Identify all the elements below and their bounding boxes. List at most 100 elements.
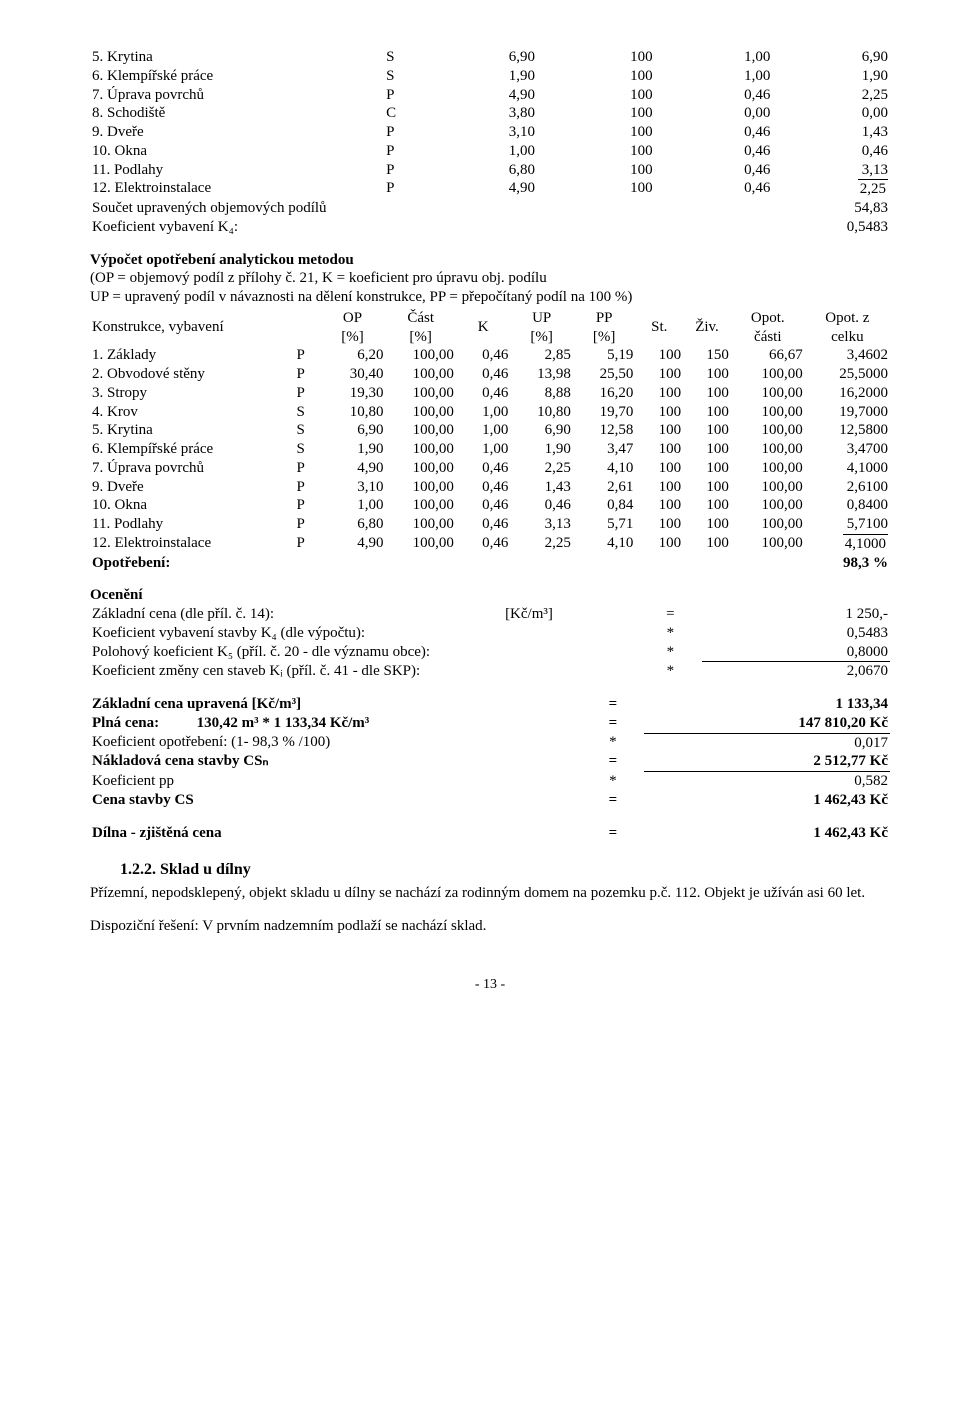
t2-op: 6,90 <box>320 421 386 440</box>
table-analytic: Konstrukce, vybaveníOPČástKUPPPSt.Živ.Op… <box>90 309 890 573</box>
t2-name: 9. Dveře <box>90 478 295 497</box>
t1-op: 6,80 <box>419 161 537 180</box>
t2-type: P <box>295 496 320 515</box>
t2-st: 100 <box>635 346 683 365</box>
t2-type: S <box>295 403 320 422</box>
t1-name: 8. Schodiště <box>90 104 384 123</box>
sum-op: = <box>582 695 645 714</box>
t2-up: 2,85 <box>510 346 573 365</box>
t2-k: 0,46 <box>456 496 511 515</box>
t2-oc: 100,00 <box>731 403 805 422</box>
t2-up: 2,25 <box>510 459 573 478</box>
t2-op: 4,90 <box>320 534 386 554</box>
t2-cast: 100,00 <box>385 459 455 478</box>
t2-h-cast: Část <box>385 309 455 328</box>
ocen-label: Koeficient vybavení stavby K₄ (dle výpoč… <box>90 624 503 643</box>
t1-name: 11. Podlahy <box>90 161 384 180</box>
analytic-note-2: UP = upravený podíl v návaznosti na děle… <box>90 288 890 307</box>
t1-k: 0,46 <box>655 86 773 105</box>
t1-type: P <box>384 161 419 180</box>
t1-k: 0,46 <box>655 123 773 142</box>
t2-oz: 16,2000 <box>805 384 890 403</box>
ocen-mid <box>503 662 639 681</box>
sum-label: Základní cena upravená [Kč/m³] <box>90 695 582 714</box>
t2-type: P <box>295 384 320 403</box>
t2-name: 1. Základy <box>90 346 295 365</box>
t2-h-up: UP <box>510 309 573 328</box>
t2-k: 0,46 <box>456 365 511 384</box>
ocen-val: 2,0670 <box>702 662 890 681</box>
t2-k: 1,00 <box>456 440 511 459</box>
t2-up: 1,43 <box>510 478 573 497</box>
t1-cast: 100 <box>537 142 655 161</box>
ocen-val: 0,5483 <box>702 624 890 643</box>
t1-type: S <box>384 48 419 67</box>
t2-h-pp: PP <box>573 309 636 328</box>
t2-oc: 100,00 <box>731 496 805 515</box>
table-oceneni: Základní cena (dle příl. č. 14):[Kč/m³]=… <box>90 605 890 681</box>
page-number: - 13 - <box>90 976 890 994</box>
t1-op: 3,80 <box>419 104 537 123</box>
t2-op: 19,30 <box>320 384 386 403</box>
t2-pp: 3,47 <box>573 440 636 459</box>
t2-h-opot: Opot. <box>731 309 805 328</box>
t2-name: 5. Krytina <box>90 421 295 440</box>
t2-oz: 5,7100 <box>805 515 890 534</box>
t2-op: 3,10 <box>320 478 386 497</box>
ocen-op: * <box>639 643 702 662</box>
t1-k: 1,00 <box>655 67 773 86</box>
analytic-note-1: (OP = objemový podíl z přílohy č. 21, K … <box>90 269 890 288</box>
t1-name: 6. Klempířské práce <box>90 67 384 86</box>
t2-h-st: St. <box>635 309 683 347</box>
t1-up: 1,90 <box>772 67 890 86</box>
t1-op: 6,90 <box>419 48 537 67</box>
t1-k: 0,46 <box>655 179 773 199</box>
t2-total-value: 98,3 % <box>805 554 890 573</box>
t2-type: P <box>295 534 320 554</box>
t2-op: 6,80 <box>320 515 386 534</box>
sum-op: = <box>582 714 645 733</box>
t2-oc: 100,00 <box>731 515 805 534</box>
t2-ziv: 100 <box>683 421 731 440</box>
t2-oc: 100,00 <box>731 421 805 440</box>
t1-name: 7. Úprava povrchů <box>90 86 384 105</box>
t1-k4-label: Koeficient vybavení K₄: <box>90 218 772 237</box>
t2-st: 100 <box>635 496 683 515</box>
sum-op: * <box>582 733 645 752</box>
t2-oc: 100,00 <box>731 534 805 554</box>
t1-cast: 100 <box>537 123 655 142</box>
t2-type: P <box>295 515 320 534</box>
t2-k: 1,00 <box>456 421 511 440</box>
t2-type: P <box>295 459 320 478</box>
t2-oz: 19,7000 <box>805 403 890 422</box>
t2-name: 2. Obvodové stěny <box>90 365 295 384</box>
sum-op: = <box>582 791 645 810</box>
t2-name: 6. Klempířské práce <box>90 440 295 459</box>
t1-type: P <box>384 142 419 161</box>
t2-op: 4,90 <box>320 459 386 478</box>
t2-up: 3,13 <box>510 515 573 534</box>
t2-ziv: 100 <box>683 365 731 384</box>
t2-up: 0,46 <box>510 496 573 515</box>
t2-st: 100 <box>635 403 683 422</box>
t1-k: 0,46 <box>655 161 773 180</box>
t2-st: 100 <box>635 534 683 554</box>
t2-cast: 100,00 <box>385 496 455 515</box>
t1-name: 10. Okna <box>90 142 384 161</box>
t1-up: 3,13 <box>772 161 890 180</box>
t2-ziv: 100 <box>683 459 731 478</box>
t2-h-op: OP <box>320 309 386 328</box>
t2-cast: 100,00 <box>385 346 455 365</box>
t2-name: 11. Podlahy <box>90 515 295 534</box>
t2-op: 30,40 <box>320 365 386 384</box>
t1-name: 5. Krytina <box>90 48 384 67</box>
sum-label: Plná cena: 130,42 m³ * 1 133,34 Kč/m³ <box>90 714 582 733</box>
t2-up: 10,80 <box>510 403 573 422</box>
oceneni-title: Ocenění <box>90 586 890 605</box>
sum-label: Koeficient opotřebení: (1- 98,3 % /100) <box>90 733 582 752</box>
t2-cast: 100,00 <box>385 403 455 422</box>
t2-st: 100 <box>635 515 683 534</box>
sum-op: * <box>582 772 645 791</box>
t2-ziv: 100 <box>683 403 731 422</box>
t2-oz: 4,1000 <box>805 459 890 478</box>
